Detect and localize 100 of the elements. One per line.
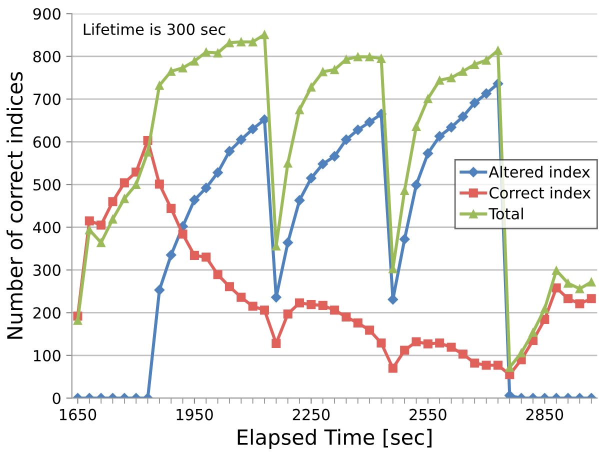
annotation: Lifetime is 300 sec [84, 23, 226, 36]
point [96, 238, 106, 248]
x-tick-label: 2850 [526, 408, 564, 420]
point [470, 60, 480, 70]
point [470, 358, 480, 368]
point [516, 348, 526, 358]
point [412, 122, 421, 131]
point [248, 124, 258, 134]
point [283, 309, 292, 318]
point [132, 180, 141, 190]
point [318, 67, 328, 76]
point [482, 56, 491, 65]
point [306, 82, 316, 92]
point [143, 148, 152, 157]
x-tick-label: 1650 [60, 408, 96, 420]
point [400, 186, 410, 196]
point [260, 30, 270, 40]
point [458, 66, 468, 76]
point [84, 216, 94, 226]
point [330, 306, 340, 315]
point [458, 350, 468, 359]
point [189, 194, 200, 206]
point [552, 266, 561, 275]
y-tick-label: 400 [33, 222, 60, 234]
point [84, 225, 94, 234]
point [435, 338, 444, 348]
point [306, 300, 316, 310]
point [283, 158, 292, 168]
point [564, 278, 573, 288]
point [412, 337, 421, 346]
y-tick-label: 300 [33, 264, 60, 276]
point [190, 250, 199, 260]
point [202, 48, 211, 57]
point [352, 124, 364, 136]
point [120, 178, 129, 188]
y-tick-label: 0 [52, 392, 60, 404]
point [248, 37, 258, 46]
point [388, 364, 398, 373]
y-tick-label: 500 [33, 178, 60, 191]
legend-label: Altered index [488, 166, 590, 178]
point [586, 277, 596, 286]
point [108, 214, 118, 224]
point [318, 300, 328, 310]
point [272, 338, 281, 348]
point [353, 318, 362, 328]
point [154, 180, 164, 189]
point [213, 48, 222, 58]
point [446, 122, 457, 133]
point [166, 250, 176, 260]
point [236, 37, 246, 46]
point [575, 284, 584, 294]
point [294, 195, 305, 206]
point [435, 76, 444, 85]
point [154, 80, 164, 90]
point [399, 234, 410, 244]
point [434, 130, 445, 142]
point [423, 94, 432, 104]
point [248, 302, 258, 311]
point [236, 134, 246, 145]
point [353, 52, 362, 62]
point [330, 65, 340, 74]
point [318, 158, 328, 170]
point [493, 360, 502, 370]
point [365, 326, 374, 335]
point [376, 54, 386, 64]
y-axis-title: Number of correct indices [6, 72, 23, 339]
point [342, 312, 351, 322]
y-tick-label: 200 [33, 307, 60, 319]
point [564, 294, 573, 304]
x-tick-label: 2550 [410, 408, 446, 420]
point [329, 151, 340, 162]
point [411, 180, 422, 190]
point [340, 134, 352, 145]
point [178, 230, 188, 239]
point [202, 252, 211, 262]
point [388, 294, 398, 305]
point [586, 294, 596, 304]
point [154, 284, 165, 296]
point [504, 390, 515, 398]
point [365, 52, 374, 62]
y-tick-label: 800 [33, 50, 60, 62]
point [295, 105, 304, 114]
point [540, 304, 550, 314]
point [446, 73, 456, 82]
point [260, 306, 270, 315]
x-axis-title: Elapsed Time [sec] [238, 428, 432, 450]
point [306, 172, 316, 184]
point [224, 282, 234, 292]
y-tick-label: 100 [34, 350, 60, 362]
point [400, 346, 410, 355]
point [364, 116, 375, 128]
point [423, 339, 432, 348]
point [295, 298, 304, 308]
y-tick-label: 900 [33, 8, 60, 20]
point [108, 197, 118, 206]
point [178, 63, 188, 72]
legend-label: Total [488, 208, 523, 220]
point [446, 342, 456, 352]
point [282, 237, 294, 248]
point [469, 98, 480, 108]
